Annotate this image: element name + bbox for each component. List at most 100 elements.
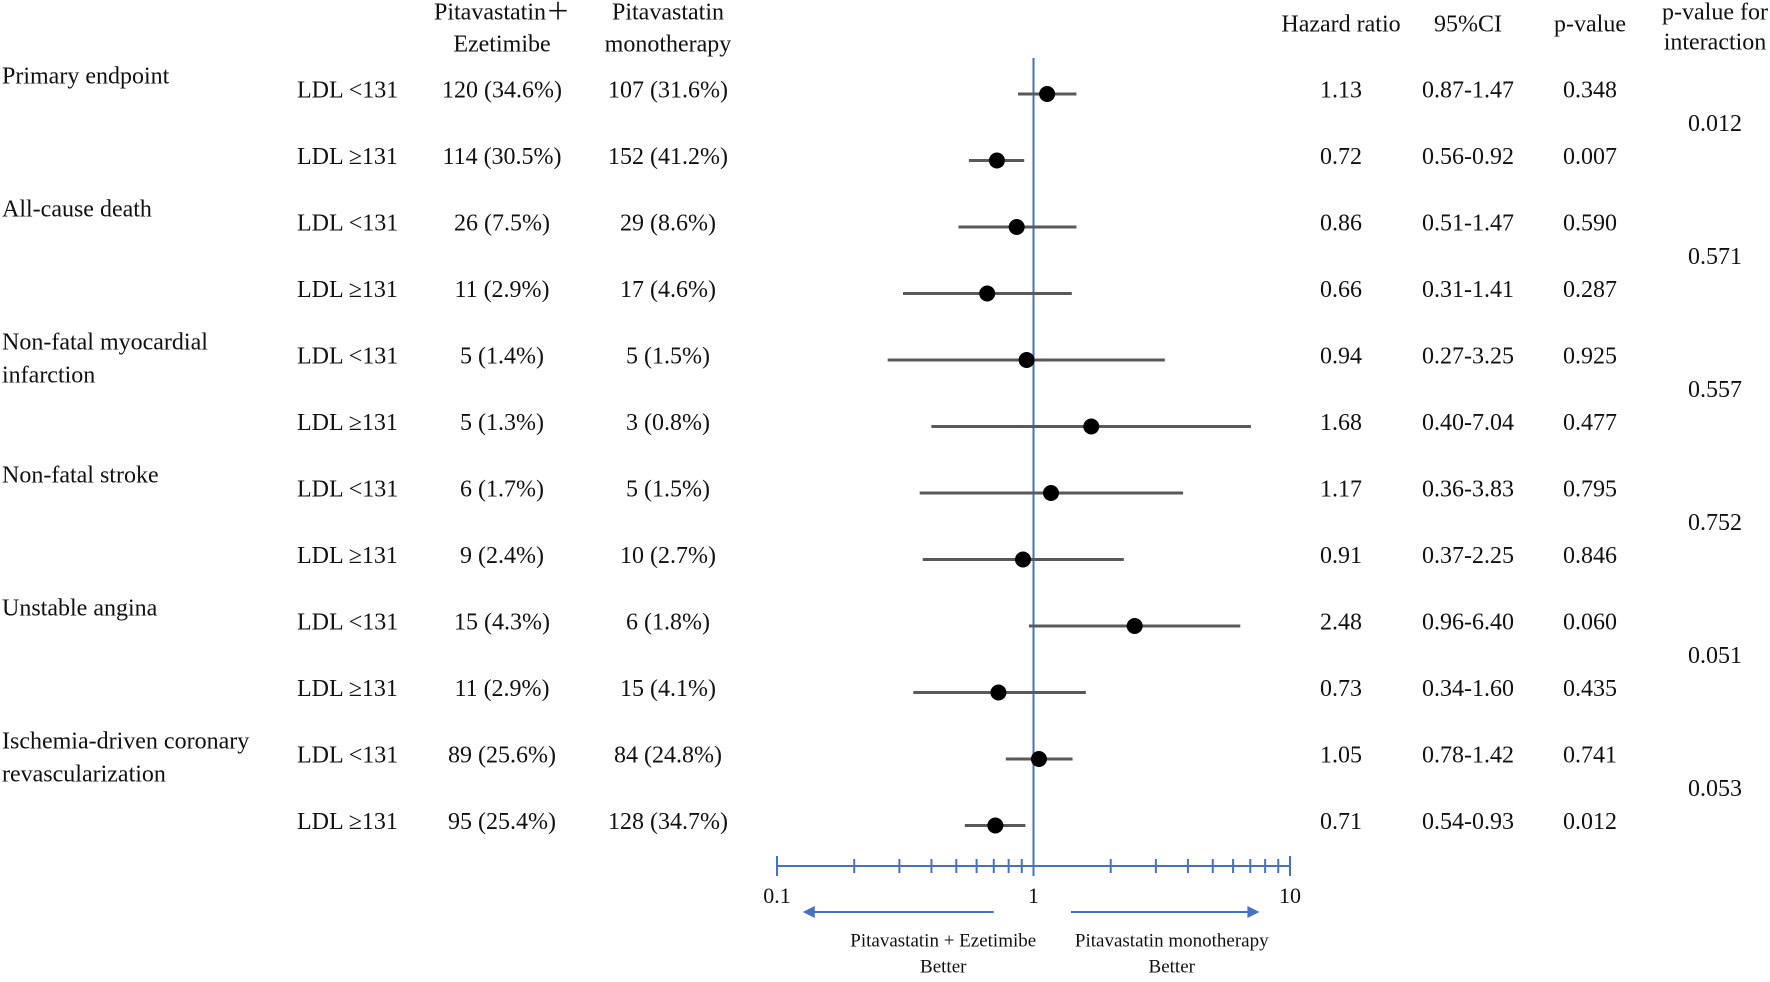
ci-value: 0.87-1.47 (1422, 78, 1514, 104)
combo-events: 120 (34.6%) (442, 78, 562, 104)
subgroup-label: LDL <131 (297, 211, 398, 237)
x-tick-label: 10 (1279, 883, 1301, 908)
hazard-ratio-value: 0.86 (1320, 211, 1362, 237)
p-value: 0.435 (1563, 676, 1617, 702)
ci-value: 0.78-1.42 (1422, 743, 1514, 769)
hazard-ratio-point (979, 285, 996, 302)
p-value: 0.846 (1563, 543, 1617, 569)
header-hazard-ratio: Hazard ratio (1281, 12, 1400, 38)
p-interaction-value: 0.051 (1688, 643, 1742, 669)
subgroup-label: LDL ≥131 (297, 410, 398, 436)
subgroup-label: LDL ≥131 (297, 543, 398, 569)
ci-value: 0.27-3.25 (1422, 344, 1514, 370)
group-name: Non-fatal stroke (2, 463, 159, 489)
hazard-ratio-value: 0.72 (1320, 144, 1362, 170)
group-name: infarction (2, 363, 95, 389)
ci-value: 0.37-2.25 (1422, 543, 1514, 569)
left-arrow-label-better: Better (920, 956, 967, 977)
ci-value: 0.56-0.92 (1422, 144, 1514, 170)
x-tick-label: 1 (1028, 883, 1039, 908)
group-name: All-cause death (2, 197, 152, 223)
group-name: Ischemia-driven coronary (2, 729, 249, 755)
right-arrow-label: Pitavastatin monotherapy (1075, 930, 1269, 951)
hazard-ratio-value: 1.68 (1320, 410, 1362, 436)
p-value: 0.007 (1563, 144, 1617, 170)
hazard-ratio-value: 1.05 (1320, 743, 1362, 769)
ci-value: 0.36-3.83 (1422, 477, 1514, 503)
p-interaction-value: 0.053 (1688, 776, 1742, 802)
group-name: revascularization (2, 762, 166, 788)
p-value: 0.477 (1563, 410, 1617, 436)
mono-events: 3 (0.8%) (626, 410, 710, 436)
header-mono-line2: monotherapy (605, 32, 732, 58)
subgroup-label: LDL <131 (297, 344, 398, 370)
hazard-ratio-point (1008, 219, 1025, 235)
mono-events: 5 (1.5%) (626, 344, 710, 370)
subgroup-label: LDL <131 (297, 78, 398, 104)
hazard-ratio-value: 0.71 (1320, 809, 1362, 835)
combo-events: 89 (25.6%) (448, 743, 556, 769)
combo-events: 26 (7.5%) (454, 211, 550, 237)
hazard-ratio-point (1042, 485, 1059, 501)
subgroup-label: LDL ≥131 (297, 277, 398, 303)
ci-value: 0.51-1.47 (1422, 211, 1514, 237)
mono-events: 128 (34.7%) (608, 809, 728, 835)
subgroup-label: LDL ≥131 (297, 676, 398, 702)
mono-events: 10 (2.7%) (620, 543, 716, 569)
combo-events: 15 (4.3%) (454, 610, 550, 636)
p-interaction-value: 0.752 (1688, 510, 1742, 536)
p-value: 0.287 (1563, 277, 1617, 303)
header-p-interaction-line1: p-value for (1662, 0, 1768, 26)
p-value: 0.741 (1563, 743, 1617, 769)
hazard-ratio-point (990, 684, 1007, 701)
mono-events: 107 (31.6%) (608, 78, 728, 104)
hazard-ratio-point (1014, 551, 1031, 568)
subgroup-label: LDL ≥131 (297, 144, 398, 170)
header-mono-line1: Pitavastatin (612, 0, 724, 26)
mono-events: 15 (4.1%) (620, 676, 716, 702)
combo-events: 5 (1.4%) (460, 344, 544, 370)
hazard-ratio-value: 1.13 (1320, 78, 1362, 104)
group-name: Unstable angina (2, 596, 158, 622)
ci-value: 0.31-1.41 (1422, 277, 1514, 303)
combo-events: 114 (30.5%) (442, 144, 561, 170)
combo-events: 95 (25.4%) (448, 809, 556, 835)
hazard-ratio-value: 1.17 (1320, 477, 1362, 503)
header-combo-line1: Pitavastatin＋ (434, 0, 570, 26)
mono-events: 84 (24.8%) (614, 743, 722, 769)
header-ci: 95%CI (1434, 12, 1502, 38)
p-value: 0.795 (1563, 477, 1617, 503)
p-value: 0.590 (1563, 211, 1617, 237)
right-arrow-label-better: Better (1149, 956, 1196, 977)
header-p-value: p-value (1554, 12, 1626, 38)
left-arrow-head (802, 906, 815, 918)
p-value: 0.012 (1563, 809, 1617, 835)
p-interaction-value: 0.012 (1688, 111, 1742, 137)
hazard-ratio-point (1083, 418, 1100, 435)
right-arrow-head (1247, 906, 1260, 918)
hazard-ratio-point (988, 152, 1005, 169)
header-combo-line2: Ezetimibe (453, 32, 550, 58)
x-tick-label: 0.1 (763, 883, 791, 908)
hazard-ratio-point (1039, 86, 1056, 102)
subgroup-label: LDL <131 (297, 610, 398, 636)
hazard-ratio-point (1030, 751, 1047, 767)
mono-events: 29 (8.6%) (620, 211, 716, 237)
mono-events: 6 (1.8%) (626, 610, 710, 636)
left-arrow-label: Pitavastatin + Ezetimibe (850, 930, 1036, 951)
p-interaction-value: 0.571 (1688, 244, 1742, 270)
subgroup-label: LDL <131 (297, 477, 398, 503)
header-p-interaction-line2: interaction (1664, 30, 1767, 56)
hazard-ratio-value: 0.66 (1320, 277, 1362, 303)
subgroup-label: LDL ≥131 (297, 809, 398, 835)
hazard-ratio-value: 0.73 (1320, 676, 1362, 702)
combo-events: 5 (1.3%) (460, 410, 544, 436)
mono-events: 17 (4.6%) (620, 277, 716, 303)
ci-value: 0.40-7.04 (1422, 410, 1514, 436)
group-name: Non-fatal myocardial (2, 330, 208, 356)
mono-events: 5 (1.5%) (626, 477, 710, 503)
hazard-ratio-point (987, 817, 1004, 834)
hazard-ratio-point (1126, 618, 1143, 634)
ci-value: 0.54-0.93 (1422, 809, 1514, 835)
